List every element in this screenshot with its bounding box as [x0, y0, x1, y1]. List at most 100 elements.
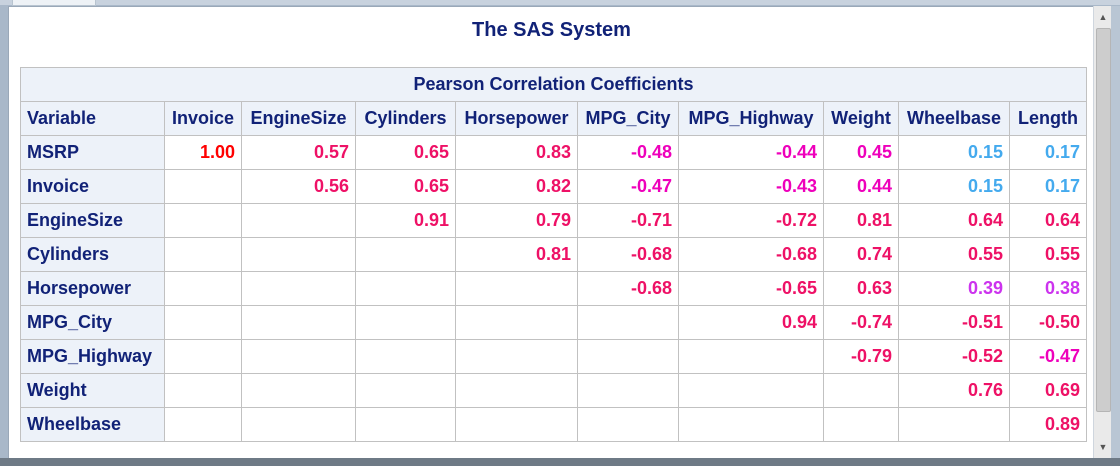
correlation-cell	[577, 407, 679, 442]
correlation-cell: 0.79	[455, 203, 578, 238]
correlation-cell	[678, 339, 824, 374]
correlation-cell: 0.89	[1009, 407, 1087, 442]
correlation-cell	[455, 373, 578, 408]
correlation-cell: -0.68	[577, 271, 679, 306]
table-row: MPG_Highway -0.79 -0.52 -0.47	[20, 339, 1087, 374]
table-row: Weight 0.76 0.69	[20, 373, 1087, 408]
correlation-cell: -0.71	[577, 203, 679, 238]
correlation-cell: 0.17	[1009, 169, 1087, 204]
correlation-cell	[455, 407, 578, 442]
correlation-cell: -0.48	[577, 135, 679, 170]
correlation-cell	[241, 237, 356, 272]
correlation-cell: -0.79	[823, 339, 899, 374]
correlation-cell	[164, 237, 242, 272]
correlation-cell	[241, 203, 356, 238]
correlation-cell	[164, 203, 242, 238]
correlation-cell	[355, 305, 456, 340]
report-title: The SAS System	[472, 19, 631, 41]
correlation-cell: -0.65	[678, 271, 824, 306]
correlation-cell: -0.44	[678, 135, 824, 170]
correlation-cell: 0.82	[455, 169, 578, 204]
correlation-cell: 0.65	[355, 169, 456, 204]
correlation-cell: 0.45	[823, 135, 899, 170]
correlation-cell: 0.74	[823, 237, 899, 272]
scroll-up-arrow-icon[interactable]: ▲	[1098, 12, 1108, 22]
column-header-row: Variable Invoice EngineSize Cylinders Horse…	[20, 101, 1087, 136]
correlation-cell: 0.83	[455, 135, 578, 170]
correlation-cell: 0.64	[898, 203, 1010, 238]
tab-strip	[0, 0, 1120, 6]
correlation-cell	[241, 407, 356, 442]
table-row: Horsepower -0.68 -0.65 0.63 0.39 0.38	[20, 271, 1087, 306]
row-header-invoice: Invoice	[20, 169, 165, 204]
window-frame-right	[1111, 6, 1120, 458]
correlation-cell: -0.51	[898, 305, 1010, 340]
table-body: MSRP 1.00 0.57 0.65 0.83 -0.48 -0.44 0.45 0.15 0.…	[20, 135, 1087, 442]
correlation-cell: 0.55	[898, 237, 1010, 272]
column-header-cylinders: Cylinders	[355, 101, 456, 136]
correlation-cell	[241, 305, 356, 340]
row-header-msrp: MSRP	[20, 135, 165, 170]
row-header-cylinders: Cylinders	[20, 237, 165, 272]
correlation-cell	[355, 271, 456, 306]
correlation-cell	[678, 373, 824, 408]
correlation-cell	[355, 373, 456, 408]
correlation-cell	[455, 271, 578, 306]
table-row: EngineSize 0.91 0.79 -0.71 -0.72 0.81 0.64 0.64	[20, 203, 1087, 238]
row-header-mpg-city: MPG_City	[20, 305, 165, 340]
variable-column-header: Variable	[20, 101, 165, 136]
column-header-enginesize: EngineSize	[241, 101, 356, 136]
correlation-cell	[164, 339, 242, 374]
column-header-invoice: Invoice	[164, 101, 242, 136]
column-header-mpg-city: MPG_City	[577, 101, 679, 136]
correlation-cell: -0.52	[898, 339, 1010, 374]
correlation-cell: 0.39	[898, 271, 1010, 306]
correlation-cell: 0.17	[1009, 135, 1087, 170]
correlation-cell	[355, 339, 456, 374]
correlation-cell	[823, 373, 899, 408]
row-header-enginesize: EngineSize	[20, 203, 165, 238]
table-row: Cylinders 0.81 -0.68 -0.68 0.74 0.55 0.55	[20, 237, 1087, 272]
column-header-mpg-highway: MPG_Highway	[678, 101, 824, 136]
correlation-cell	[241, 271, 356, 306]
correlation-cell	[678, 407, 824, 442]
results-viewer: The SAS System Pearson Correlation Coeff…	[8, 6, 1095, 460]
results-tab[interactable]	[12, 0, 96, 6]
correlation-cell: 0.38	[1009, 271, 1087, 306]
correlation-cell	[455, 339, 578, 374]
correlation-cell: 0.94	[678, 305, 824, 340]
correlation-cell: -0.50	[1009, 305, 1087, 340]
correlation-cell: 0.63	[823, 271, 899, 306]
correlation-cell	[898, 407, 1010, 442]
column-header-horsepower: Horsepower	[455, 101, 578, 136]
scroll-down-arrow-icon[interactable]: ▼	[1098, 442, 1108, 452]
correlation-cell: 0.44	[823, 169, 899, 204]
correlation-cell	[455, 305, 578, 340]
row-header-wheelbase: Wheelbase	[20, 407, 165, 442]
correlation-cell: 0.57	[241, 135, 356, 170]
correlation-cell: -0.47	[1009, 339, 1087, 374]
correlation-cell: 0.64	[1009, 203, 1087, 238]
scroll-thumb[interactable]	[1096, 28, 1111, 412]
correlation-cell: -0.74	[823, 305, 899, 340]
correlation-cell	[164, 373, 242, 408]
correlation-cell	[355, 237, 456, 272]
correlation-cell	[164, 407, 242, 442]
column-header-length: Length	[1009, 101, 1087, 136]
correlation-cell: -0.68	[577, 237, 679, 272]
vertical-scrollbar[interactable]: ▲ ▼	[1093, 6, 1112, 458]
correlation-cell	[164, 271, 242, 306]
row-header-horsepower: Horsepower	[20, 271, 165, 306]
correlation-cell: 0.91	[355, 203, 456, 238]
column-header-wheelbase: Wheelbase	[898, 101, 1010, 136]
table-row: MSRP 1.00 0.57 0.65 0.83 -0.48 -0.44 0.45 0.15 0.…	[20, 135, 1087, 170]
table-row: Invoice 0.56 0.65 0.82 -0.47 -0.43 0.44 0.15 0.1…	[20, 169, 1087, 204]
correlation-cell: 0.81	[455, 237, 578, 272]
correlation-cell: 0.15	[898, 169, 1010, 204]
table-row: MPG_City 0.94 -0.74 -0.51 -0.50	[20, 305, 1087, 340]
correlation-cell: 0.55	[1009, 237, 1087, 272]
correlation-cell	[355, 407, 456, 442]
table-row: Wheelbase 0.89	[20, 407, 1087, 442]
correlation-table: Pearson Correlation Coefficients Variabl…	[20, 67, 1087, 442]
correlation-cell	[241, 373, 356, 408]
